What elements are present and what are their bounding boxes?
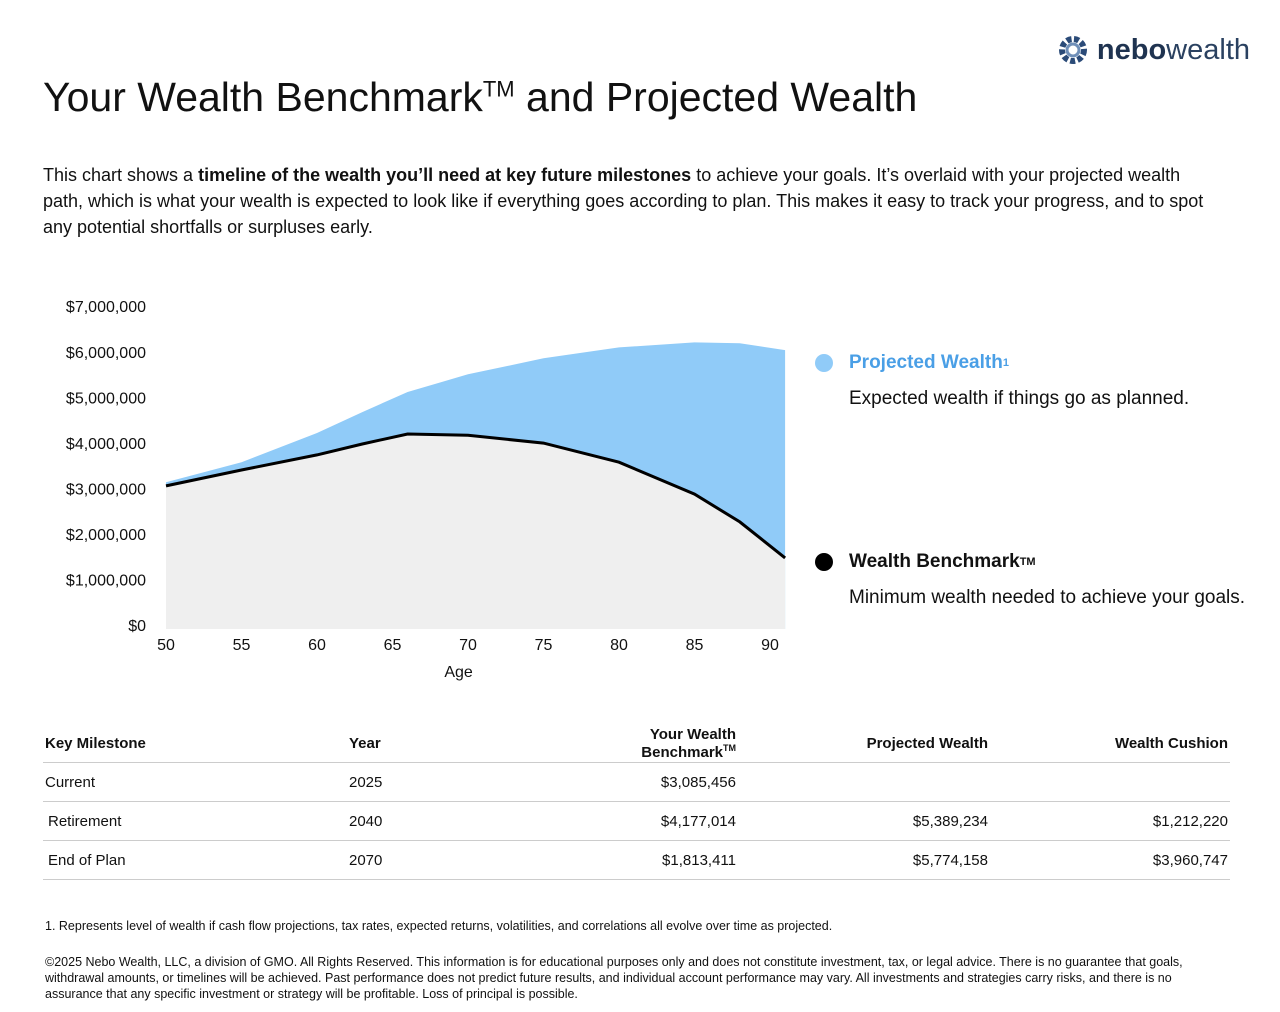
logo-icon — [1058, 36, 1087, 64]
legend-dot — [815, 354, 833, 372]
table-cell: 2025 — [347, 762, 551, 802]
table-cell: 2070 — [347, 840, 551, 880]
table-row: Retirement 2040 $4,177,014 $5,389,234 $1,212… — [43, 801, 1230, 841]
y-tick-label: $3,000,000 — [66, 482, 146, 499]
column-header: Your Wealth BenchmarkTM — [551, 724, 738, 763]
table-cell: 2040 — [347, 801, 551, 841]
table-cell: $1,212,220 — [990, 801, 1230, 841]
table-cell: Current — [43, 762, 347, 802]
x-tick-label: 85 — [686, 637, 704, 654]
y-tick-label: $4,000,000 — [66, 436, 146, 453]
y-tick-label: $6,000,000 — [66, 345, 146, 362]
logo-bold: nebo — [1096, 33, 1167, 66]
legend-sup: TM — [1019, 556, 1036, 568]
title-text: Your Wealth Benchmark — [43, 74, 483, 120]
x-tick-label: 80 — [610, 637, 628, 654]
header-row: Key Milestone Year Your Wealth BenchmarkTM… — [43, 724, 1230, 763]
x-tick-label: 65 — [384, 637, 402, 654]
chart: $0 $1,000,000 $2,000,000 $3,000,000 $4,000,0… — [66, 299, 787, 681]
line — [165, 432, 787, 560]
table-cell: End of Plan — [43, 840, 347, 880]
intro-after: to achieve your goals. It’s overlaid wit… — [43, 165, 1204, 237]
table-cell — [990, 762, 1230, 802]
table-cell: Retirement — [43, 801, 347, 841]
table-cell: $3,960,747 — [990, 840, 1230, 880]
table-cell: $5,389,234 — [738, 801, 990, 841]
column-header: Year — [347, 724, 551, 763]
table-cell: $3,085,456 — [551, 762, 738, 802]
intro: This chart shows a timeline of the wealt… — [43, 162, 1223, 240]
y-tick-label: $0 — [128, 618, 146, 635]
y-tick-label: $1,000,000 — [66, 573, 146, 590]
area — [166, 434, 786, 629]
legend-description: Expected wealth if things go as planned. — [849, 388, 1190, 409]
table-row: Current 2025 $3,085,456 — [43, 762, 1230, 802]
logo: nebo wealth — [1055, 32, 1250, 68]
x-tick-label: 75 — [535, 637, 553, 654]
disclaimer: ©2025 Nebo Wealth, LLC, a division of GM… — [45, 955, 1183, 1001]
intro-before: This chart shows a — [43, 165, 194, 185]
legend-name: Projected Wealth — [849, 352, 1003, 373]
table-cell — [738, 762, 990, 802]
title-sup: TM — [482, 76, 515, 102]
legend-entry: Projected Wealth 1 Expected wealth if thi… — [815, 352, 1189, 410]
x-tick-label: 55 — [233, 637, 251, 654]
legend-entry: Wealth Benchmark TM Minimum wealth needed… — [815, 551, 1245, 609]
column-header: Key Milestone — [43, 724, 347, 763]
title: Your Wealth BenchmarkTM and Projected We… — [43, 74, 917, 121]
column-header: Projected Wealth — [738, 724, 990, 763]
y-tick-label: $7,000,000 — [66, 299, 146, 316]
legend-dot — [815, 553, 833, 571]
y-tick-label: $2,000,000 — [66, 527, 146, 544]
legend-sup: 1 — [1002, 357, 1009, 369]
intro-bold: timeline of the wealth you’ll need at ke… — [198, 165, 692, 185]
title-rest: and Projected Wealth — [526, 74, 918, 120]
column-header-sup: TM — [723, 742, 736, 753]
y-tick-label: $5,000,000 — [66, 390, 146, 407]
milestone-table: Key Milestone Year Your Wealth BenchmarkTM… — [43, 724, 1230, 880]
column-header-text: Your Wealth Benchmark — [641, 725, 736, 761]
x-tick-label: 60 — [308, 637, 326, 654]
footnote: 1. Represents level of wealth if cash fl… — [45, 919, 833, 933]
table-cell: $4,177,014 — [551, 801, 738, 841]
table-cell: $1,813,411 — [551, 840, 738, 880]
legend-description: Minimum wealth needed to achieve your go… — [849, 587, 1246, 608]
x-tick-label: 70 — [459, 637, 477, 654]
logo-light: wealth — [1166, 33, 1250, 66]
table-cell: $5,774,158 — [738, 840, 990, 880]
x-tick-label: 50 — [157, 637, 175, 654]
x-tick-label: 90 — [761, 637, 779, 654]
legend-name: Wealth Benchmark — [849, 551, 1020, 572]
x-axis-label: Age — [444, 664, 473, 681]
column-header: Wealth Cushion — [990, 724, 1230, 763]
table-row: End of Plan 2070 $1,813,411 $5,774,158 $3,96… — [43, 840, 1230, 880]
